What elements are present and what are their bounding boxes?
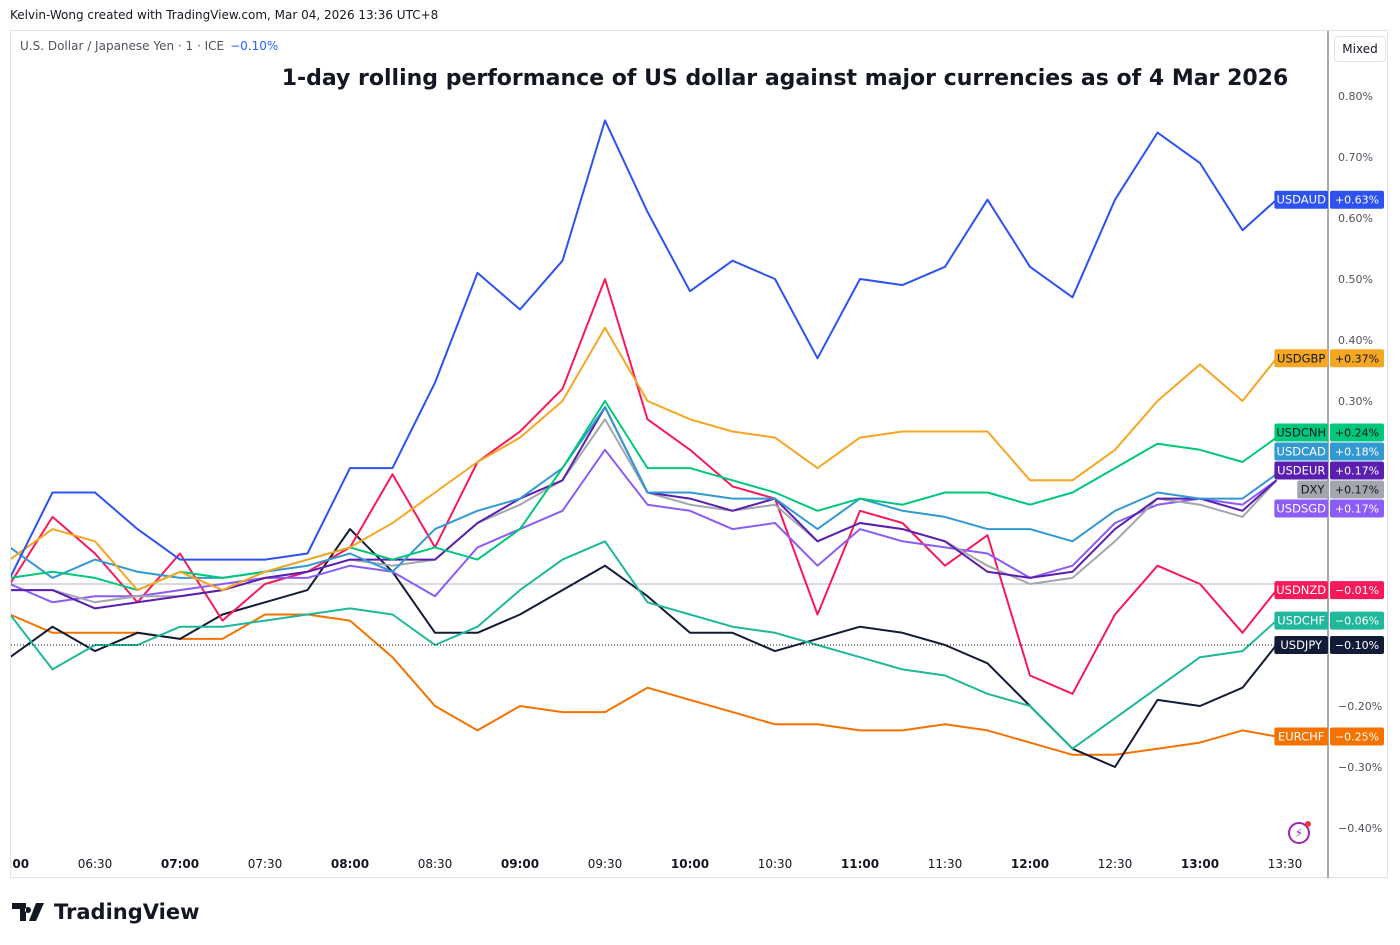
x-tick-label: 10:00 [671,857,709,871]
tag-value-dxy: +0.17% [1335,484,1379,497]
tag-name-bg-usdcad [1274,442,1328,461]
tag-value-bg-usdcnh [1330,423,1384,442]
tag-name-bg-usdnzd [1274,581,1328,600]
tag-name-bg-usdcnh [1274,423,1328,442]
y-tick-label: 0.80% [1338,90,1373,103]
tag-value-bg-usdgbp [1330,349,1384,368]
tag-value-bg-usdsgd [1330,499,1384,518]
tag-name-usdchf: USDCHF [1277,614,1325,628]
tag-name-usdjpy: USDJPY [1280,638,1323,652]
chart-frame [10,30,1388,878]
x-tick-label: 06:00 [0,857,29,871]
scale-mode-button[interactable]: Mixed [1334,36,1386,62]
y-tick-label: −0.20% [1338,700,1382,713]
tag-name-bg-usdeur [1274,461,1328,480]
credit-text: Kelvin-Wong created with TradingView.com… [10,8,439,22]
tag-value-usdgbp: +0.37% [1335,352,1379,365]
x-tick-label: 09:00 [501,857,539,871]
tag-value-bg-usdcad [1330,442,1384,461]
x-tick-label: 07:30 [248,857,283,871]
series-line-usdchf [11,540,1278,750]
tag-value-usdjpy: −0.10% [1335,639,1379,652]
chart-title: 1-day rolling performance of US dollar a… [281,66,1289,91]
y-tick-label: 0.60% [1338,212,1373,225]
y-tick-label: −0.40% [1338,822,1382,835]
tag-value-bg-eurchf [1330,727,1384,746]
series-line-usdnzd [11,278,1278,695]
tag-name-bg-usdsgd [1274,499,1328,518]
x-tick-label: 06:30 [78,857,113,871]
series-line-usdaud [11,119,1278,579]
x-tick-label: 12:00 [1011,857,1049,871]
y-tick-label: 0.30% [1338,395,1373,408]
y-tick-label: 0.40% [1338,334,1373,347]
series-line-usdsgd [11,448,1278,604]
tag-name-bg-usdgbp [1274,349,1328,368]
x-tick-label: 13:00 [1181,857,1219,871]
tag-name-usdeur: USDEUR [1277,464,1325,478]
notification-dot [1305,821,1311,827]
tag-value-bg-usdjpy [1330,636,1384,654]
tag-value-bg-usdaud [1330,190,1384,209]
x-tick-label: 10:30 [758,857,793,871]
symbol-change: −0.10% [230,39,279,53]
tag-value-usdeur: +0.17% [1335,465,1379,478]
series-line-usdcnh [11,400,1278,592]
tag-name-eurchf: EURCHF [1278,730,1324,744]
tag-value-bg-usdchf [1330,611,1384,630]
tag-name-usdsgd: USDSGD [1276,502,1326,516]
y-tick-label: −0.30% [1338,761,1382,774]
tag-value-usdcnh: +0.24% [1335,427,1379,440]
x-tick-label: 11:00 [841,857,879,871]
tag-name-bg-usdjpy [1274,636,1328,654]
tag-name-usdgbp: USDGBP [1277,351,1325,365]
x-tick-label: 12:30 [1098,857,1133,871]
tag-value-usdnzd: −0.01% [1335,584,1379,597]
tradingview-logo-icon [12,903,44,921]
tag-name-bg-dxy [1297,480,1328,499]
y-tick-label: 0.50% [1338,273,1373,286]
x-tick-label: 08:00 [331,857,369,871]
symbol-legend[interactable]: U.S. Dollar / Japanese Yen · 1 · ICE −0.1… [20,39,278,53]
tag-name-bg-usdaud [1274,190,1328,209]
tag-name-usdaud: USDAUD [1276,193,1326,207]
tag-value-usdchf: −0.06% [1335,615,1379,628]
x-tick-label: 08:30 [418,857,453,871]
x-tick-label: 11:30 [928,857,963,871]
tag-name-usdnzd: USDNZD [1276,583,1326,597]
tag-value-bg-usdeur [1330,461,1384,480]
tag-value-bg-usdnzd [1330,581,1384,600]
logo-text: TradingView [54,900,200,924]
y-tick-label: 0.70% [1338,151,1373,164]
lightning-icon[interactable]: ⚡ [1288,821,1311,844]
tag-value-bg-dxy [1330,480,1384,499]
tag-name-usdcad: USDCAD [1277,445,1326,459]
tag-name-usdcnh: USDCNH [1276,426,1326,440]
x-tick-label: 09:30 [588,857,623,871]
series-line-eurchf [11,613,1277,756]
tag-value-usdsgd: +0.17% [1335,503,1379,516]
tag-name-bg-eurchf [1274,727,1328,746]
tag-value-usdaud: +0.63% [1335,194,1379,207]
tag-name-dxy: DXY [1301,483,1326,497]
series-line-usdgbp [11,326,1278,592]
tag-value-eurchf: −0.25% [1335,731,1379,744]
tag-name-bg-usdchf [1274,611,1328,630]
tag-value-usdcad: +0.18% [1335,446,1379,459]
x-tick-label: 07:00 [161,857,199,871]
symbol-name: U.S. Dollar / Japanese Yen · 1 · ICE [20,39,225,53]
x-tick-label: 13:30 [1268,857,1303,871]
tradingview-logo: TradingView [12,900,199,924]
